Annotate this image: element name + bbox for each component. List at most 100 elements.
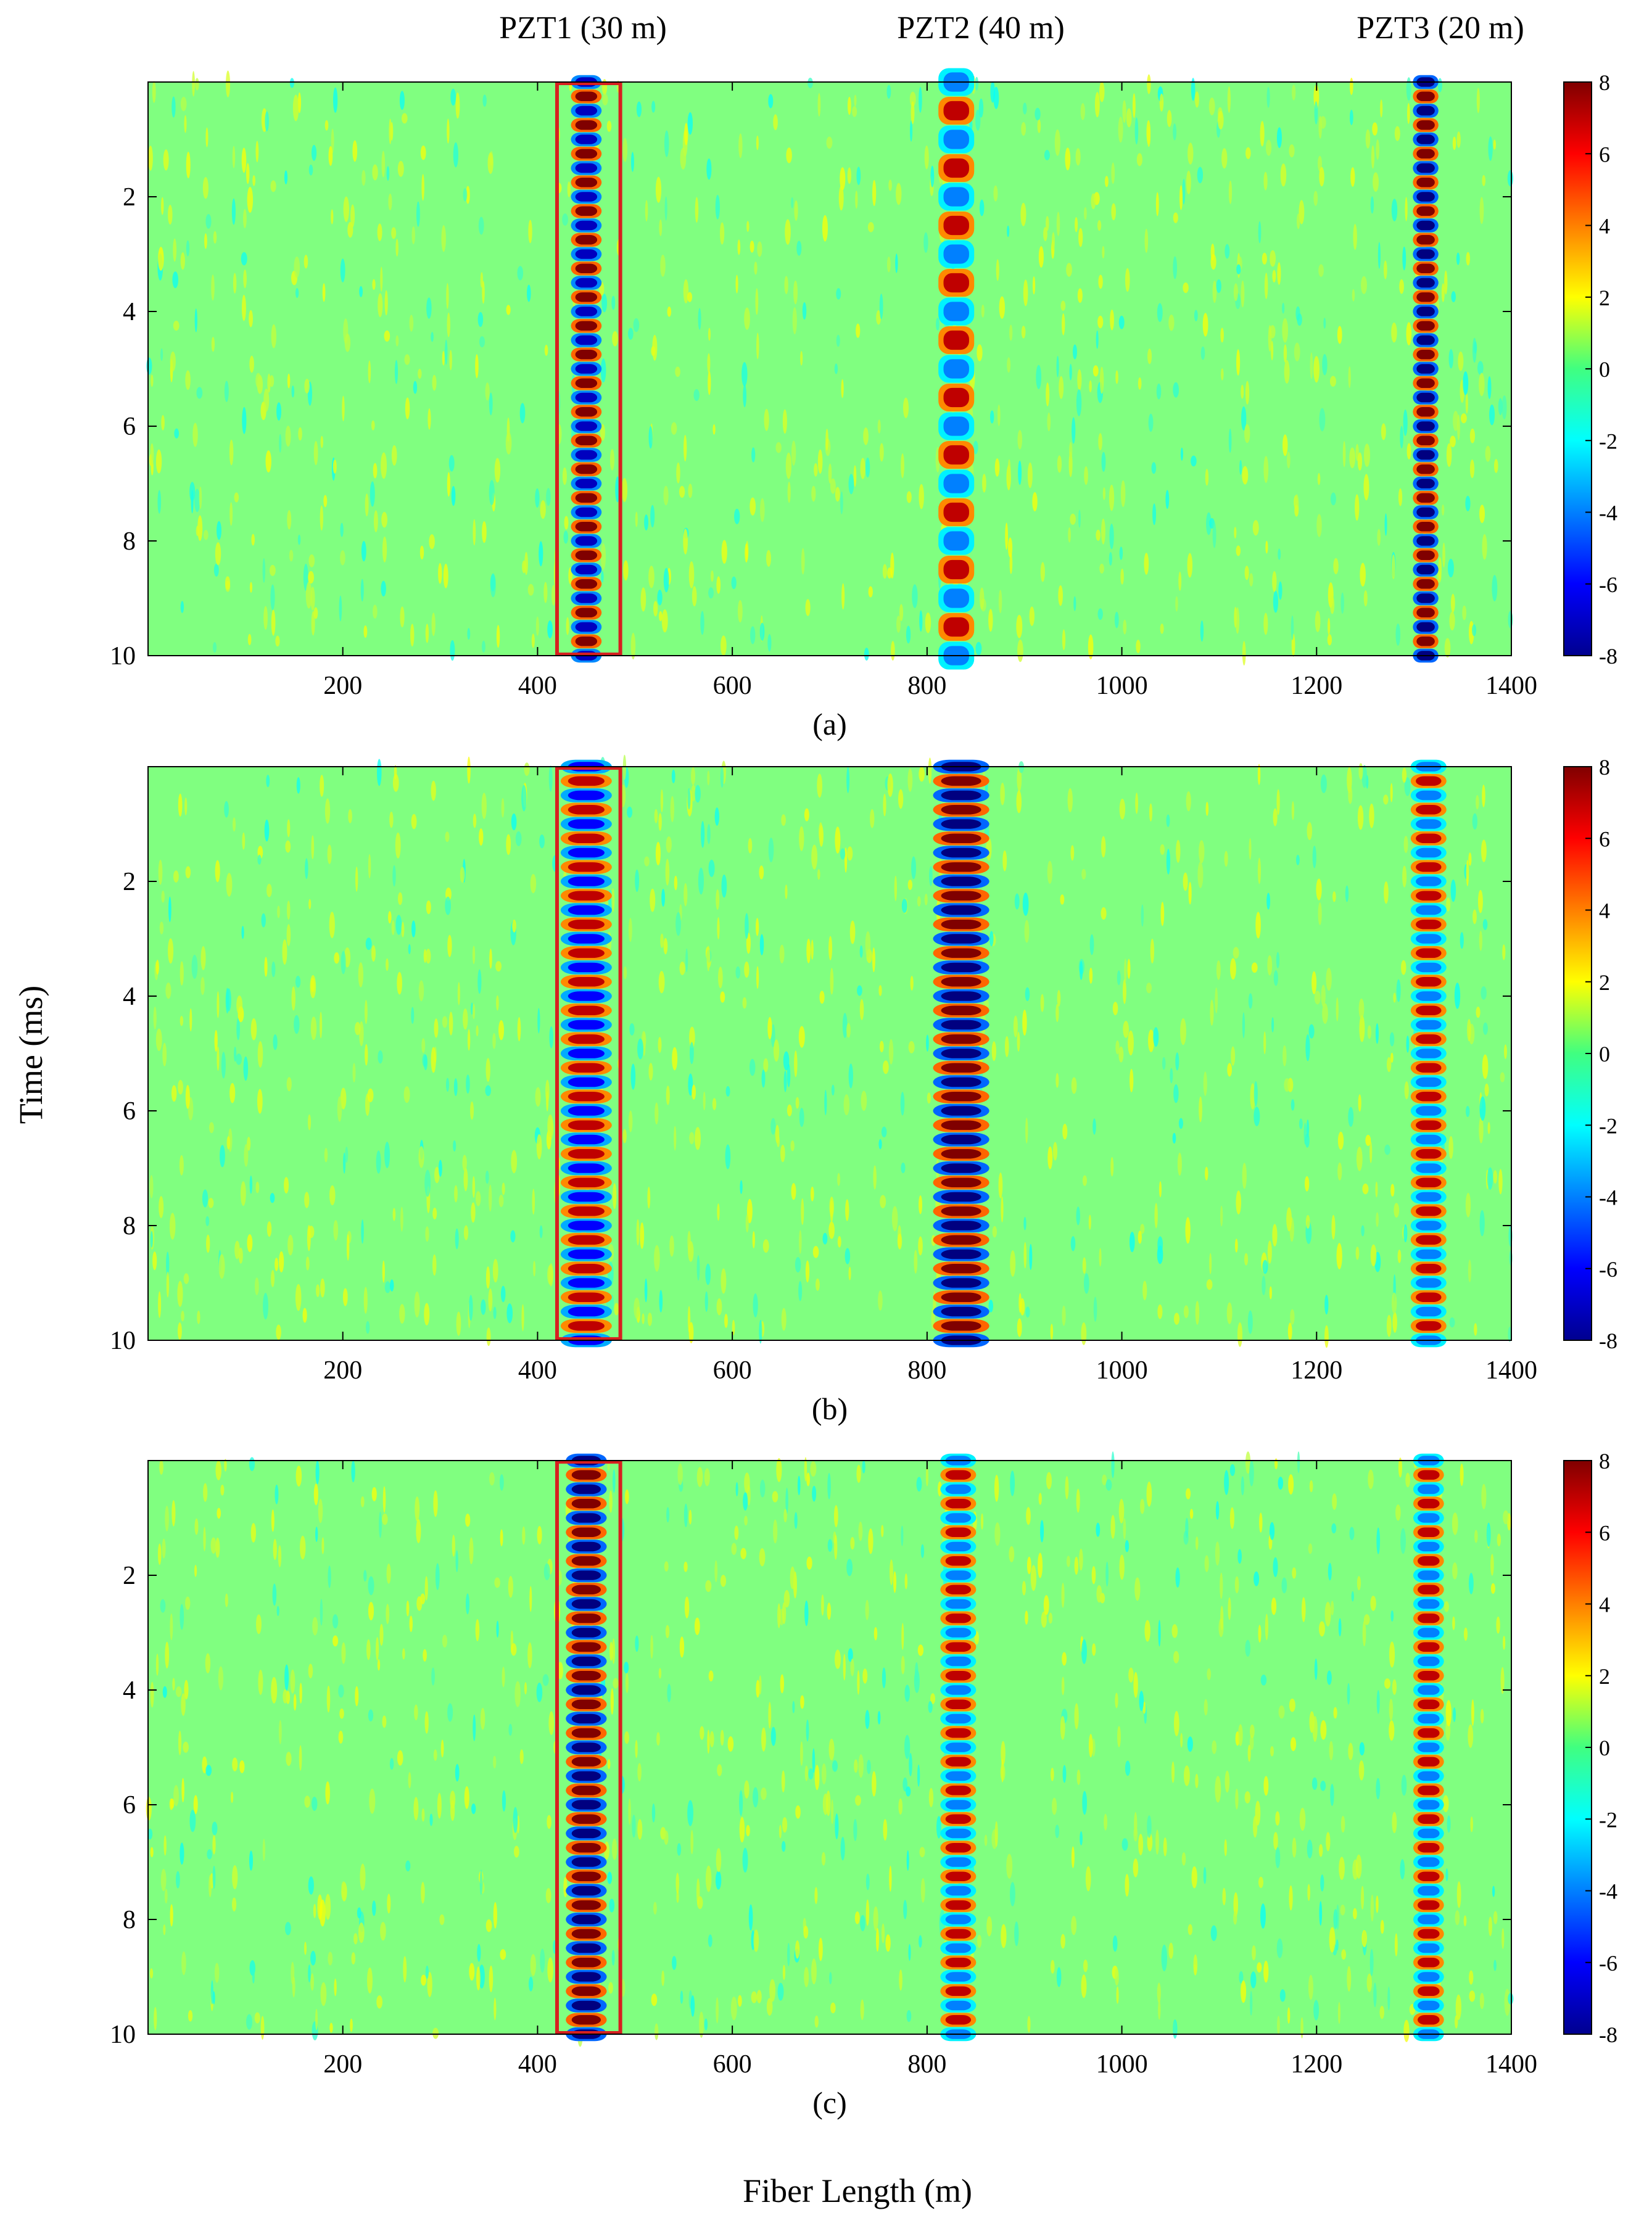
heatmap-noise-speck — [727, 1736, 734, 1752]
heatmap-noise-speck — [756, 1680, 760, 1698]
heatmap-noise-speck — [463, 1008, 468, 1030]
heatmap-noise-speck — [510, 1230, 516, 1243]
heatmap-noise-speck — [1336, 997, 1339, 1022]
heatmap-noise-speck — [1437, 78, 1442, 93]
heatmap-noise-speck — [1242, 466, 1249, 485]
heatmap-noise — [146, 1451, 1514, 2047]
heatmap-noise-speck — [907, 880, 913, 890]
heatmap-noise-speck — [1272, 1224, 1278, 1247]
heatmap-noise-speck — [1384, 513, 1387, 536]
heatmap-noise-speck — [313, 1903, 316, 1918]
heatmap-noise-speck — [772, 1491, 779, 1503]
heatmap-noise-speck — [738, 1995, 742, 2007]
heatmap-noise-speck — [1450, 435, 1456, 448]
heatmap-noise-speck — [312, 1617, 318, 1636]
heatmap-noise-speck — [1353, 1908, 1357, 1919]
heatmap-noise-speck — [310, 587, 315, 611]
source-blob — [568, 1177, 605, 1188]
heatmap-noise-speck — [168, 896, 171, 923]
heatmap-noise-speck — [822, 1232, 828, 1245]
heatmap-noise-speck — [203, 530, 209, 540]
heatmap-noise-speck — [1352, 289, 1355, 302]
heatmap-noise-speck — [1009, 1546, 1015, 1562]
heatmap-noise-speck — [1249, 1724, 1255, 1739]
heatmap-noise-speck — [1204, 1555, 1209, 1572]
source-blob — [943, 330, 969, 350]
heatmap-noise-speck — [1096, 1585, 1102, 1603]
heatmap-noise-speck — [444, 339, 448, 365]
heatmap-noise-speck — [835, 487, 840, 502]
heatmap-noise-speck — [324, 120, 329, 131]
heatmap-noise-speck — [1263, 171, 1268, 191]
source-blob — [575, 564, 598, 575]
heatmap-noise-speck — [1348, 1742, 1353, 1760]
heatmap-noise-speck — [1347, 1966, 1352, 1992]
heatmap-noise-speck — [320, 1278, 325, 1298]
heatmap-noise-speck — [853, 465, 857, 487]
source-blob — [575, 307, 598, 316]
heatmap-noise-speck — [1449, 611, 1455, 631]
heatmap-noise-speck — [403, 1956, 407, 1983]
heatmap-noise-speck — [855, 190, 858, 209]
heatmap-noise-speck — [271, 324, 276, 348]
source-blob — [1418, 1742, 1440, 1752]
heatmap-noise-speck — [1361, 276, 1367, 294]
heatmap-noise-speck — [249, 1850, 254, 1871]
source-blob — [945, 1742, 972, 1752]
heatmap-noise-speck — [380, 1921, 386, 1941]
heatmap-noise-speck — [1394, 1933, 1398, 1956]
heatmap-noise-speck — [390, 1279, 394, 1292]
heatmap-noise-speck — [684, 434, 687, 462]
heatmap-noise-speck — [1361, 1929, 1367, 1948]
heatmap-noise-speck — [821, 1852, 826, 1866]
heatmap-noise-speck — [332, 459, 337, 474]
heatmap-noise-speck — [1135, 793, 1139, 814]
heatmap-noise-speck — [1391, 199, 1398, 221]
heatmap-noise-speck — [977, 344, 983, 361]
heatmap-noise-speck — [1136, 153, 1142, 167]
heatmap-noise-speck — [324, 798, 331, 824]
heatmap-noise-speck — [434, 1018, 439, 1038]
heatmap-noise-speck — [625, 1489, 629, 1504]
heatmap-noise-speck — [810, 1461, 817, 1477]
heatmap-noise-speck — [533, 1261, 536, 1277]
heatmap-noise-speck — [189, 1810, 196, 1832]
source-blob — [941, 1321, 981, 1331]
heatmap-noise-speck — [1294, 342, 1300, 361]
heatmap-noise-speck — [735, 274, 738, 294]
heatmap-noise-speck — [1337, 2001, 1340, 2024]
heatmap-noise-speck — [731, 576, 737, 590]
source-blob — [1418, 1728, 1440, 1738]
heatmap-noise-speck — [835, 1813, 839, 1840]
heatmap-noise-speck — [716, 889, 720, 910]
heatmap-noise-speck — [826, 136, 833, 149]
heatmap-noise-speck — [1244, 1253, 1249, 1266]
heatmap-noise-speck — [388, 911, 392, 924]
heatmap-noise-speck — [193, 1795, 198, 1815]
heatmap-noise-speck — [419, 545, 424, 560]
heatmap-noise-speck — [157, 490, 162, 514]
heatmap-noise-speck — [761, 1069, 766, 1088]
heatmap-noise-speck — [149, 1175, 154, 1198]
heatmap-noise-speck — [1320, 774, 1327, 793]
source-blob — [941, 876, 981, 886]
heatmap-noise-speck — [355, 1686, 359, 1707]
source-blob — [575, 105, 598, 116]
heatmap-noise-speck — [210, 1537, 217, 1554]
source-blob — [1416, 1278, 1442, 1288]
heatmap-noise-speck — [1250, 1990, 1253, 2016]
heatmap-noise-speck — [828, 936, 833, 961]
heatmap-noise-speck — [405, 1860, 411, 1872]
heatmap-noise-speck — [1022, 892, 1029, 916]
heatmap-noise-speck — [630, 1063, 636, 1090]
heatmap-noise-speck — [271, 1270, 275, 1287]
heatmap-noise-speck — [1029, 606, 1035, 626]
heatmap-noise-speck — [1022, 102, 1027, 115]
heatmap-noise-speck — [848, 474, 854, 495]
heatmap-noise-speck — [635, 511, 638, 527]
heatmap-noise-speck — [365, 493, 369, 517]
source-blob — [575, 435, 598, 446]
heatmap-noise-speck — [1027, 462, 1033, 488]
heatmap-noise-speck — [896, 616, 901, 633]
heatmap-noise-speck — [1324, 1325, 1329, 1348]
